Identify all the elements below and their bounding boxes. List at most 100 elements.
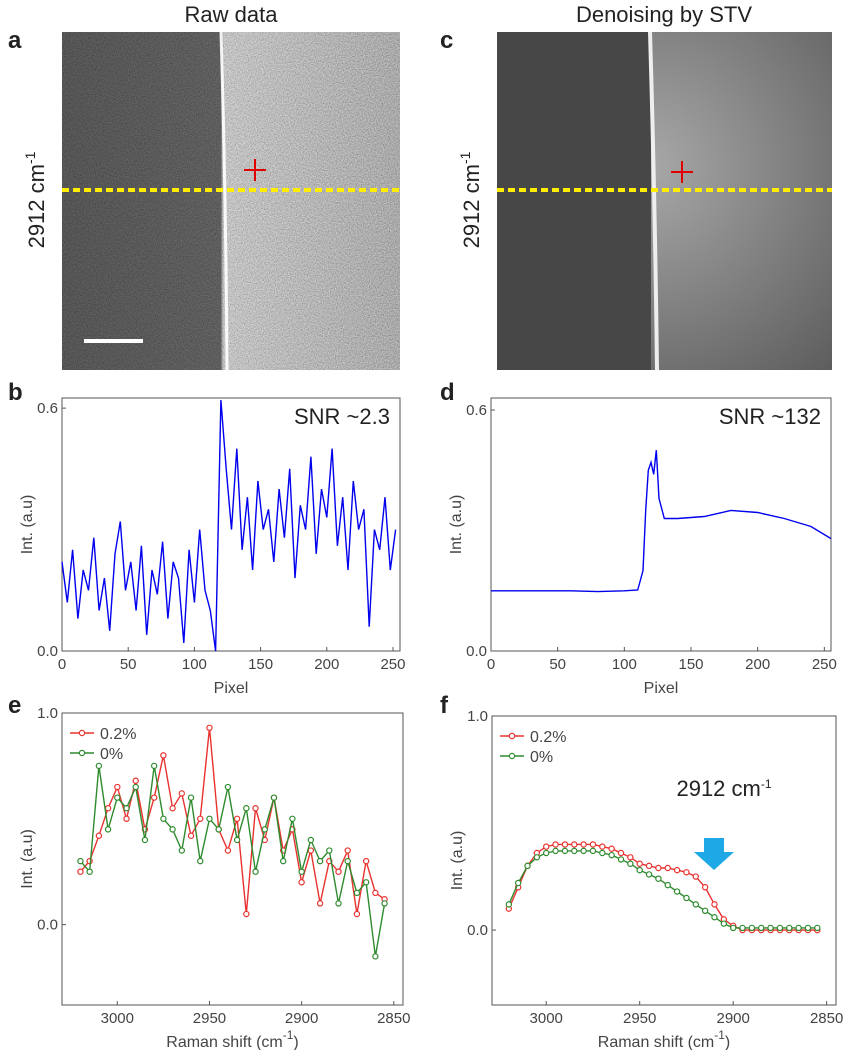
legend-label: 0.2%	[100, 726, 136, 743]
label-sup: -1	[457, 151, 473, 164]
data-point	[132, 783, 139, 791]
panel-letter: a	[8, 27, 22, 54]
text-part: )	[293, 1034, 298, 1050]
data-point	[505, 901, 513, 908]
cross-marker	[671, 161, 693, 183]
y-tick-label: 1.0	[467, 708, 488, 725]
data-point	[289, 815, 296, 822]
data-point	[561, 841, 569, 848]
data-point	[123, 815, 130, 822]
data-point	[720, 920, 728, 927]
panel-letter: f	[440, 692, 449, 719]
data-point	[645, 862, 653, 870]
data-point	[711, 914, 718, 921]
data-point	[104, 805, 112, 812]
data-point	[580, 847, 587, 855]
data-point	[270, 794, 278, 801]
data-point	[307, 847, 315, 854]
superscript: -1	[761, 777, 772, 791]
plot-frame	[61, 712, 404, 1006]
series-line	[61, 399, 397, 652]
plot-frame	[61, 397, 401, 652]
data-point	[114, 794, 121, 801]
x-axis-label: Pixel	[644, 680, 679, 697]
data-point	[552, 841, 559, 848]
dark-region	[497, 32, 651, 370]
data-point	[86, 857, 93, 865]
image-title: Raw data	[185, 2, 279, 27]
x-tick-label: 50	[120, 656, 137, 673]
x-tick-label: 100	[612, 656, 637, 673]
x-tick-label: 2850	[377, 1010, 410, 1027]
data-point	[178, 847, 186, 854]
data-point	[95, 762, 103, 770]
data-point	[215, 826, 222, 833]
data-point	[279, 857, 287, 865]
data-point	[655, 875, 662, 882]
y-axis-label: Int. (a.u)	[19, 829, 36, 889]
legend-label: 0%	[530, 749, 553, 766]
annotation: SNR ~2.3	[294, 404, 390, 429]
x-tick-label: 200	[745, 656, 770, 673]
label-text: 2912 cm	[24, 164, 49, 248]
data-point	[353, 889, 361, 897]
y-axis-label: Int. (a.u)	[449, 831, 466, 891]
arrow	[694, 838, 734, 870]
data-point	[252, 805, 259, 812]
data-point	[627, 854, 634, 861]
data-point	[701, 884, 709, 891]
x-tick-label: 200	[314, 656, 339, 673]
data-point	[683, 869, 690, 876]
data-point	[169, 805, 176, 812]
x-tick-label: 2900	[285, 1010, 318, 1027]
data-point	[739, 924, 746, 932]
data-point	[141, 836, 149, 844]
data-point	[104, 826, 112, 833]
data-point	[758, 924, 765, 932]
data-point	[645, 871, 653, 878]
data-point	[664, 864, 671, 872]
data-point	[729, 924, 737, 932]
data-point	[86, 868, 93, 875]
x-axis-label: Pixel	[214, 680, 249, 697]
data-point	[692, 873, 699, 880]
data-point	[636, 866, 643, 874]
y-axis-label: Int. (a.u)	[448, 495, 465, 555]
x-axis-label: Raman shift (cm-1)	[166, 1028, 298, 1050]
series-line	[508, 850, 818, 929]
data-point	[571, 841, 578, 848]
data-point	[711, 901, 718, 908]
data-point	[599, 843, 606, 850]
data-point	[316, 857, 324, 865]
x-tick-label: 0	[487, 656, 495, 673]
panel-letter: b	[8, 379, 23, 406]
panel-letter: d	[440, 379, 455, 406]
data-point	[589, 847, 597, 855]
series-line	[79, 765, 386, 957]
y-tick-label: 0.6	[37, 400, 58, 417]
series-line	[491, 450, 832, 593]
data-point	[353, 910, 361, 918]
data-point	[95, 832, 103, 839]
data-point	[580, 841, 587, 848]
data-point	[169, 826, 176, 833]
data-point	[617, 856, 625, 863]
data-point	[381, 900, 388, 907]
x-tick-label: 50	[549, 656, 566, 673]
y-tick-label: 0.0	[37, 643, 58, 660]
data-point	[233, 836, 241, 844]
x-tick-label: 2950	[193, 1010, 226, 1027]
data-point	[543, 843, 550, 850]
x-tick-label: 2950	[623, 1010, 656, 1027]
data-point	[160, 815, 167, 822]
series-line	[508, 843, 818, 931]
data-point	[767, 924, 774, 932]
data-point	[636, 860, 643, 867]
data-point	[206, 724, 213, 732]
data-point	[114, 783, 121, 791]
legend-marker	[508, 732, 516, 740]
data-point	[326, 847, 333, 854]
data-point	[77, 868, 84, 875]
x-tick-label: 2900	[716, 1010, 749, 1027]
